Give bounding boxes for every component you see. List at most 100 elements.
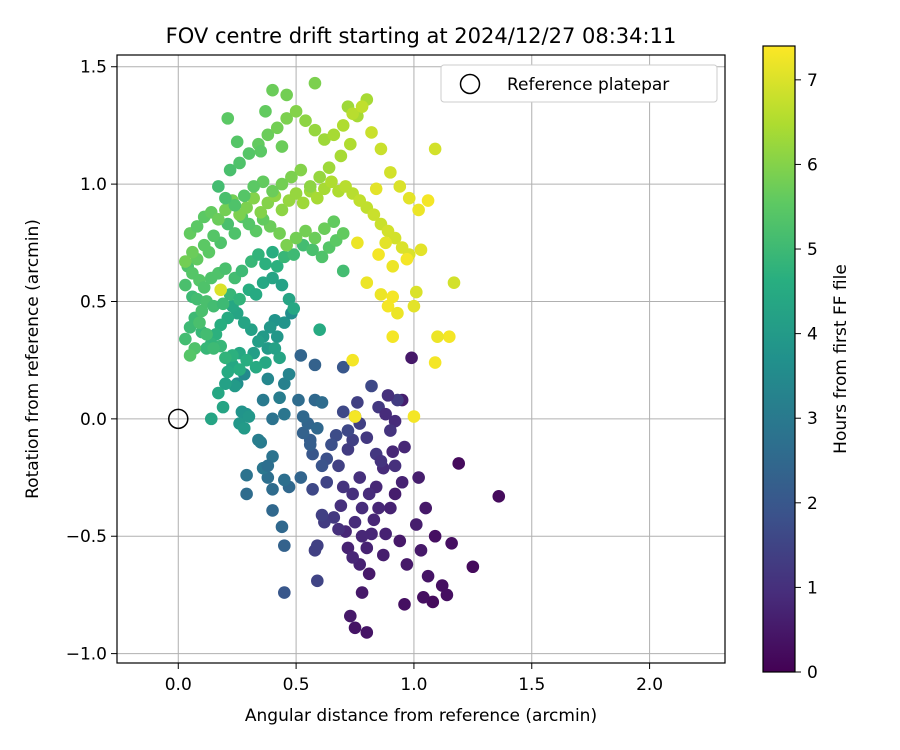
data-point	[313, 170, 326, 184]
data-point	[308, 123, 322, 137]
data-point	[332, 459, 345, 473]
data-point	[346, 551, 359, 564]
data-point	[216, 400, 230, 414]
data-point	[360, 626, 374, 639]
data-point	[374, 288, 388, 301]
x-axis-label: Angular distance from reference (arcmin)	[245, 706, 597, 726]
data-point	[313, 323, 326, 336]
data-point	[275, 278, 289, 292]
data-point	[273, 227, 286, 240]
legend-open-circle-icon	[459, 73, 481, 95]
data-point	[259, 257, 272, 271]
data-point	[275, 203, 289, 217]
data-point	[315, 508, 329, 522]
colorbar-tick-label: 2	[807, 494, 818, 514]
y-tick-label: 0.5	[80, 292, 107, 312]
data-point	[374, 454, 388, 468]
data-point	[278, 539, 291, 552]
data-point	[240, 353, 253, 367]
data-point	[197, 238, 211, 252]
data-point	[296, 196, 310, 210]
data-point	[334, 149, 348, 163]
data-point	[407, 299, 421, 313]
data-point	[296, 410, 310, 423]
data-point	[294, 163, 308, 177]
data-point	[275, 177, 289, 191]
data-point	[289, 187, 303, 200]
data-point	[259, 356, 272, 369]
data-point	[325, 438, 338, 451]
colorbar-tick-label: 7	[807, 71, 818, 91]
data-point	[386, 290, 400, 304]
data-point	[261, 459, 275, 473]
data-point	[362, 567, 376, 581]
y-tick-label: −0.5	[66, 527, 107, 547]
data-point	[381, 299, 395, 313]
data-point	[179, 278, 192, 292]
data-point	[315, 459, 329, 473]
data-point	[204, 412, 218, 426]
data-point	[327, 511, 341, 524]
data-point	[296, 426, 310, 440]
data-point	[336, 480, 350, 494]
data-point	[214, 283, 227, 297]
data-point	[252, 248, 265, 261]
data-point	[237, 189, 251, 203]
data-point	[336, 360, 350, 374]
data-point	[346, 353, 359, 367]
colorbar-gradient	[762, 45, 796, 673]
data-point	[311, 191, 324, 205]
data-point	[398, 598, 411, 611]
data-point	[266, 504, 279, 517]
data-point	[219, 203, 232, 217]
data-point	[393, 534, 407, 548]
data-point	[355, 501, 369, 515]
colorbar-tick-label: 3	[807, 409, 818, 429]
x-tick-label: 0.0	[165, 675, 192, 695]
data-point	[407, 410, 421, 423]
data-point	[308, 544, 322, 557]
data-point	[372, 248, 385, 261]
plot-frame	[116, 54, 726, 664]
data-point	[183, 321, 197, 334]
data-point	[197, 281, 211, 294]
data-point	[398, 440, 411, 454]
data-point	[292, 393, 305, 407]
data-point	[327, 215, 341, 228]
reference-platepar-marker	[168, 408, 189, 430]
y-tick-label: 1.5	[80, 58, 107, 78]
data-point	[247, 180, 260, 193]
data-point	[336, 264, 350, 278]
data-point	[289, 231, 303, 245]
data-point	[268, 342, 282, 355]
data-point	[261, 471, 275, 484]
data-point	[280, 88, 293, 102]
data-point	[275, 140, 289, 153]
data-point	[221, 217, 235, 231]
data-point	[391, 306, 404, 320]
data-point	[386, 259, 400, 273]
data-points	[179, 76, 506, 639]
data-point	[388, 487, 402, 501]
data-point	[273, 351, 286, 365]
data-point	[219, 191, 232, 205]
data-point	[388, 414, 402, 428]
data-point	[303, 438, 317, 451]
chart-title: FOV centre drift starting at 2024/12/27 …	[166, 24, 677, 48]
x-tick-label: 1.0	[400, 675, 427, 695]
data-point	[221, 112, 235, 125]
data-point	[266, 245, 279, 259]
colorbar-tick-label: 6	[807, 155, 818, 175]
data-point	[306, 243, 319, 257]
x-tick-label: 2.0	[636, 675, 663, 695]
x-tick-label: 1.5	[518, 675, 545, 695]
data-point	[360, 431, 374, 444]
data-point	[266, 83, 279, 97]
data-point	[400, 252, 414, 266]
data-point	[379, 236, 392, 250]
data-point	[388, 231, 402, 245]
data-point	[308, 76, 322, 90]
data-point	[355, 529, 369, 543]
data-point	[428, 142, 442, 156]
